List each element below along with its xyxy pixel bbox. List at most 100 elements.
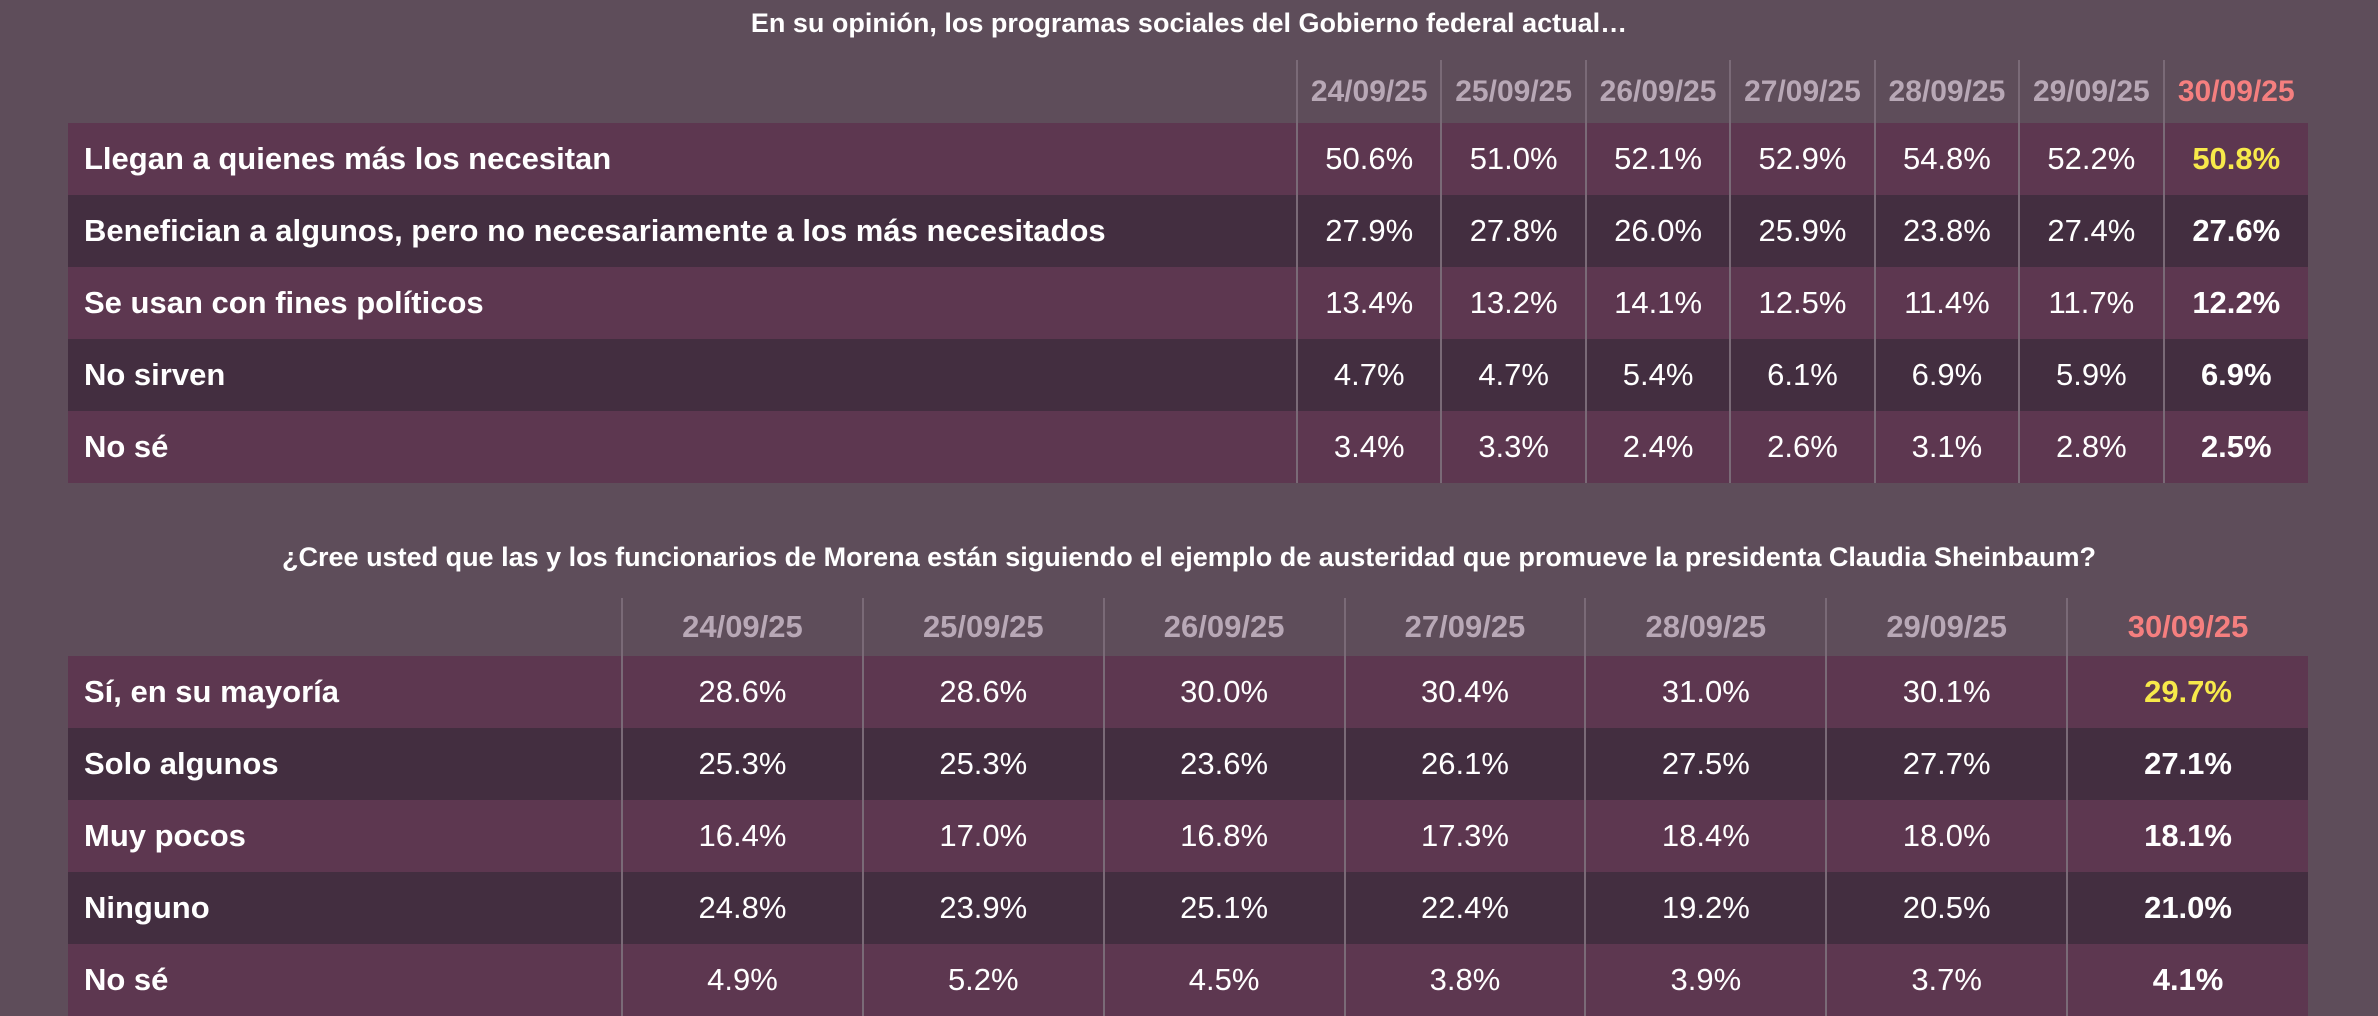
row-label: Muy pocos <box>68 800 623 872</box>
value-cell: 54.8% <box>1873 123 2020 195</box>
value-cell: 28.6% <box>621 656 863 728</box>
date-header: 30/09/25 <box>2066 598 2308 656</box>
latest-value-cell: 27.1% <box>2066 728 2308 800</box>
value-cell: 18.4% <box>1584 800 1827 872</box>
table2: 24/09/25 25/09/25 26/09/25 27/09/25 28/09/25… <box>68 598 2308 1016</box>
value-cell: 2.6% <box>1729 411 1875 483</box>
value-cell: 30.4% <box>1343 656 1586 728</box>
row-label: Ninguno <box>68 872 623 944</box>
value-cell: 3.8% <box>1343 944 1586 1016</box>
value-cell: 27.5% <box>1584 728 1827 800</box>
table-row: Se usan con fines políticos 13.4% 13.2% 14.… <box>68 267 2308 339</box>
value-cell: 23.9% <box>861 872 1104 944</box>
date-header: 27/09/25 <box>1729 60 1875 123</box>
value-cell: 19.2% <box>1584 872 1827 944</box>
value-cell: 22.4% <box>1343 872 1586 944</box>
value-cell: 6.9% <box>1873 339 2020 411</box>
row-label: Llegan a quienes más los necesitan <box>68 123 1298 195</box>
header-blank <box>68 598 622 656</box>
value-cell: 3.3% <box>1440 411 1586 483</box>
value-cell: 23.6% <box>1102 728 1345 800</box>
header-blank <box>68 60 1297 123</box>
value-cell: 24.8% <box>621 872 863 944</box>
table-row: No sé 4.9% 5.2% 4.5% 3.8% 3.9% 3.7% 4.1% <box>68 944 2308 1016</box>
value-cell: 18.0% <box>1825 800 2068 872</box>
value-cell: 11.7% <box>2018 267 2164 339</box>
table-row: Llegan a quienes más los necesitan 50.6% 5… <box>68 123 2308 195</box>
table-row: Sí, en su mayoría 28.6% 28.6% 30.0% 30.4% 31.… <box>68 656 2308 728</box>
date-header: 24/09/25 <box>621 598 863 656</box>
value-cell: 13.2% <box>1440 267 1586 339</box>
value-cell: 52.2% <box>2018 123 2164 195</box>
value-cell: 17.3% <box>1343 800 1586 872</box>
value-cell: 11.4% <box>1873 267 2020 339</box>
value-cell: 27.8% <box>1440 195 1586 267</box>
latest-value-cell: 29.7% <box>2066 656 2308 728</box>
value-cell: 26.1% <box>1343 728 1586 800</box>
value-cell: 14.1% <box>1584 267 1731 339</box>
value-cell: 6.1% <box>1729 339 1875 411</box>
value-cell: 13.4% <box>1296 267 1442 339</box>
value-cell: 2.4% <box>1584 411 1731 483</box>
date-header: 30/09/25 <box>2162 60 2308 123</box>
value-cell: 5.9% <box>2018 339 2164 411</box>
value-cell: 52.1% <box>1584 123 1731 195</box>
table-row: Solo algunos 25.3% 25.3% 23.6% 26.1% 27.5% 27.… <box>68 728 2308 800</box>
date-header: 25/09/25 <box>1440 60 1586 123</box>
latest-value-cell: 6.9% <box>2162 339 2308 411</box>
latest-value-cell: 2.5% <box>2162 411 2308 483</box>
value-cell: 12.5% <box>1729 267 1875 339</box>
value-cell: 25.9% <box>1729 195 1875 267</box>
value-cell: 17.0% <box>861 800 1104 872</box>
date-header: 26/09/25 <box>1584 60 1731 123</box>
table-row: Benefician a algunos, pero no necesariam… <box>68 195 2308 267</box>
row-label: Se usan con fines políticos <box>68 267 1298 339</box>
latest-value-cell: 27.6% <box>2162 195 2308 267</box>
date-header: 29/09/25 <box>2018 60 2164 123</box>
value-cell: 4.7% <box>1440 339 1586 411</box>
date-header: 28/09/25 <box>1873 60 2020 123</box>
value-cell: 3.4% <box>1296 411 1442 483</box>
value-cell: 50.6% <box>1296 123 1442 195</box>
value-cell: 4.9% <box>621 944 863 1016</box>
value-cell: 25.3% <box>861 728 1104 800</box>
value-cell: 27.9% <box>1296 195 1442 267</box>
latest-value-cell: 4.1% <box>2066 944 2308 1016</box>
value-cell: 16.8% <box>1102 800 1345 872</box>
value-cell: 23.8% <box>1873 195 2020 267</box>
latest-value-cell: 18.1% <box>2066 800 2308 872</box>
value-cell: 4.5% <box>1102 944 1345 1016</box>
row-label: No sirven <box>68 339 1298 411</box>
table-row: Muy pocos 16.4% 17.0% 16.8% 17.3% 18.4% 18.0% 1… <box>68 800 2308 872</box>
value-cell: 2.8% <box>2018 411 2164 483</box>
value-cell: 28.6% <box>861 656 1104 728</box>
value-cell: 31.0% <box>1584 656 1827 728</box>
row-label: No sé <box>68 944 623 1016</box>
table-row: Ninguno 24.8% 23.9% 25.1% 22.4% 19.2% 20.5% 21.… <box>68 872 2308 944</box>
date-header: 24/09/25 <box>1296 60 1442 123</box>
value-cell: 26.0% <box>1584 195 1731 267</box>
row-label: Solo algunos <box>68 728 623 800</box>
value-cell: 27.4% <box>2018 195 2164 267</box>
value-cell: 51.0% <box>1440 123 1586 195</box>
date-header: 25/09/25 <box>861 598 1104 656</box>
value-cell: 30.0% <box>1102 656 1345 728</box>
row-label: Sí, en su mayoría <box>68 656 623 728</box>
value-cell: 25.1% <box>1102 872 1345 944</box>
row-label: No sé <box>68 411 1298 483</box>
table2-title: ¿Cree usted que las y los funcionarios d… <box>282 542 2096 572</box>
value-cell: 25.3% <box>621 728 863 800</box>
latest-value-cell: 21.0% <box>2066 872 2308 944</box>
table1-title: En su opinión, los programas sociales de… <box>750 8 1628 38</box>
date-header: 29/09/25 <box>1825 598 2068 656</box>
value-cell: 27.7% <box>1825 728 2068 800</box>
latest-value-cell: 50.8% <box>2162 123 2308 195</box>
row-label: Benefician a algunos, pero no necesariam… <box>68 195 1298 267</box>
value-cell: 52.9% <box>1729 123 1875 195</box>
date-header: 28/09/25 <box>1584 598 1827 656</box>
value-cell: 30.1% <box>1825 656 2068 728</box>
date-header: 26/09/25 <box>1102 598 1345 656</box>
date-header: 27/09/25 <box>1343 598 1586 656</box>
value-cell: 3.9% <box>1584 944 1827 1016</box>
value-cell: 16.4% <box>621 800 863 872</box>
